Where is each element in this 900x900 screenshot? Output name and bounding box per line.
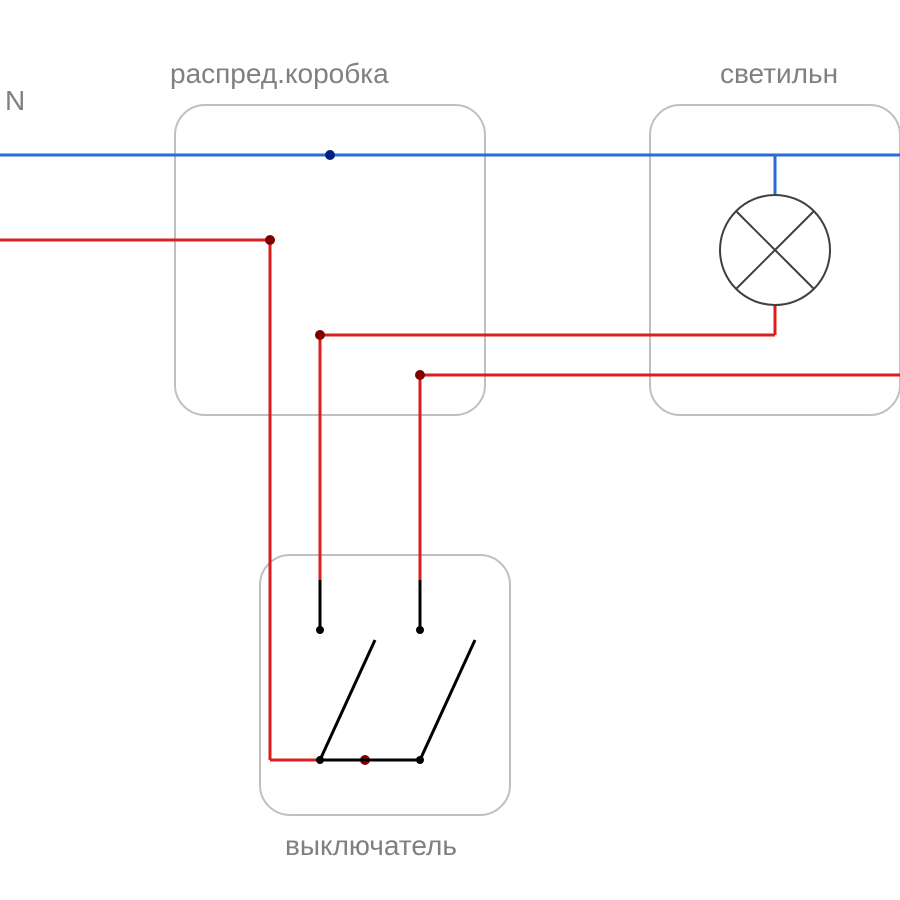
label-lamp: светильн <box>720 58 838 90</box>
label-n: N <box>5 85 25 117</box>
label-junction-box: распред.коробка <box>170 58 389 90</box>
wiring-diagram <box>0 0 900 900</box>
label-switch: выключатель <box>285 830 457 862</box>
